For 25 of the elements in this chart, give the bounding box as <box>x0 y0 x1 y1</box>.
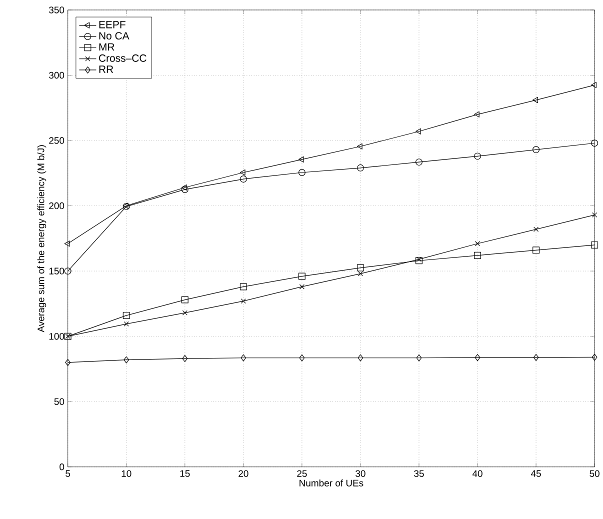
x-tick-label: 35 <box>414 470 424 478</box>
legend-label: Cross–CC <box>99 54 146 62</box>
x-tick-label: 15 <box>180 470 190 477</box>
y-tick-label: 150 <box>49 268 64 275</box>
y-tick-label: 100 <box>49 333 64 340</box>
x-tick-label: 10 <box>122 470 132 478</box>
y-tick-label: 300 <box>49 72 64 79</box>
y-tick-label: 50 <box>54 398 64 406</box>
legend-label: No CA <box>99 32 130 40</box>
x-axis-title: Number of UEs <box>300 480 364 487</box>
legend-label: MR <box>99 43 114 51</box>
x-tick-label: 25 <box>297 470 307 478</box>
x-tick-label: 5 <box>66 470 70 477</box>
y-tick-label: 350 <box>49 6 64 14</box>
y-tick-label: 200 <box>49 202 64 210</box>
y-axis-title: Average sum of the energy efficiency (M b/J) <box>37 145 46 332</box>
x-tick-label: 50 <box>590 470 600 478</box>
y-tick-label: 0 <box>60 464 64 470</box>
x-tick-label: 20 <box>238 470 248 478</box>
legend-label: EEPF <box>99 21 126 28</box>
x-tick-label: 30 <box>356 470 366 478</box>
legend-label: RR <box>99 66 114 73</box>
x-tick-label: 40 <box>472 470 482 478</box>
x-tick-label: 45 <box>530 470 541 477</box>
y-tick-label: 250 <box>49 137 64 144</box>
